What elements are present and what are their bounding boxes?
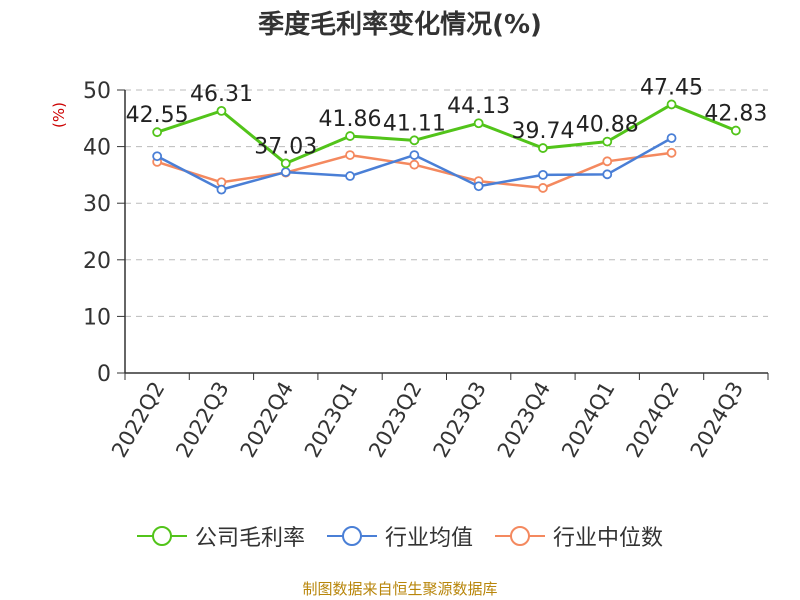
point-s0-2024Q3 xyxy=(730,125,741,136)
x-tick-label-2023Q4: 2023Q4 xyxy=(493,378,555,462)
point-s1-2023Q3 xyxy=(473,181,484,192)
point-s1-2024Q1 xyxy=(602,169,613,180)
point-s0-2023Q2 xyxy=(409,135,420,146)
data-label-2023Q1: 41.86 xyxy=(319,107,382,132)
point-s0-2024Q1 xyxy=(602,136,613,147)
point-s1-2023Q2 xyxy=(409,150,420,160)
point-s2-2023Q4 xyxy=(538,183,548,193)
legend-marker-industry-median xyxy=(495,526,545,546)
point-s0-2023Q3 xyxy=(473,118,484,129)
legend-marker-company xyxy=(136,526,187,546)
data-label-2023Q4: 39.74 xyxy=(511,119,574,144)
data-label-2022Q2: 42.55 xyxy=(126,103,189,128)
data-label-2023Q3: 44.13 xyxy=(447,94,510,119)
legend-item-industry-mean[interactable]: 行业均值 xyxy=(326,520,473,552)
point-s0-2023Q4 xyxy=(538,143,548,153)
data-label-2022Q3: 46.31 xyxy=(190,82,253,107)
x-tick-label-2024Q3: 2024Q3 xyxy=(686,378,748,462)
chart-title: 季度毛利率变化情况(%) xyxy=(258,10,542,40)
x-tick-label-2022Q3: 2022Q3 xyxy=(171,378,233,462)
x-tick-label-2023Q2: 2023Q2 xyxy=(364,378,426,462)
y-tick-label-50: 50 xyxy=(83,79,111,104)
x-tick-label-2022Q4: 2022Q4 xyxy=(236,378,298,462)
legend-label-industry-mean: 行业均值 xyxy=(384,526,473,551)
y-tick-label-20: 20 xyxy=(83,249,111,274)
legend-marker-industry-mean xyxy=(326,526,377,546)
point-s0-2022Q4 xyxy=(280,158,291,169)
point-s0-2022Q3 xyxy=(216,105,227,116)
y-tick-label-40: 40 xyxy=(83,136,111,161)
series-line-0 xyxy=(156,102,737,165)
point-s0-2022Q2 xyxy=(152,127,163,138)
legend: 公司毛利率 行业均值 行业中位数 xyxy=(0,520,800,552)
point-s1-2023Q1 xyxy=(345,171,355,181)
point-s2-2024Q1 xyxy=(602,156,613,167)
point-s2-2024Q2 xyxy=(666,147,677,158)
x-tick-label-2024Q2: 2024Q2 xyxy=(621,378,683,462)
data-label-2024Q2: 47.45 xyxy=(640,75,703,100)
point-s1-2023Q4 xyxy=(538,169,548,180)
point-s2-2023Q1 xyxy=(345,150,355,160)
x-tick-label-2023Q1: 2023Q1 xyxy=(300,378,362,462)
legend-label-company: 公司毛利率 xyxy=(194,526,305,551)
legend-label-industry-median: 行业中位数 xyxy=(553,526,664,551)
x-tick-label-2023Q3: 2023Q3 xyxy=(429,378,491,462)
point-s1-2022Q3 xyxy=(216,184,227,195)
point-s1-2024Q2 xyxy=(666,133,677,144)
point-s1-2022Q2 xyxy=(152,151,163,162)
y-tick-label-30: 30 xyxy=(83,192,111,217)
legend-item-industry-median[interactable]: 行业中位数 xyxy=(495,520,663,552)
y-tick-label-0: 0 xyxy=(97,362,111,387)
x-tick-label-2022Q2: 2022Q2 xyxy=(107,378,169,462)
data-label-2022Q4: 37.03 xyxy=(254,134,317,159)
point-s1-2022Q4 xyxy=(280,167,291,177)
point-s0-2024Q2 xyxy=(666,99,677,110)
data-label-2024Q1: 40.88 xyxy=(576,113,639,138)
data-label-2024Q3: 42.83 xyxy=(704,102,767,127)
y-tick-label-10: 10 xyxy=(83,305,111,330)
data-source: 制图数据来自恒生聚源数据库 xyxy=(302,580,498,598)
point-s2-2023Q2 xyxy=(409,159,420,170)
point-s0-2023Q1 xyxy=(345,131,355,141)
data-label-2023Q2: 41.11 xyxy=(383,111,446,136)
legend-item-company[interactable]: 公司毛利率 xyxy=(136,520,305,552)
x-tick-label-2024Q1: 2024Q1 xyxy=(557,378,619,462)
